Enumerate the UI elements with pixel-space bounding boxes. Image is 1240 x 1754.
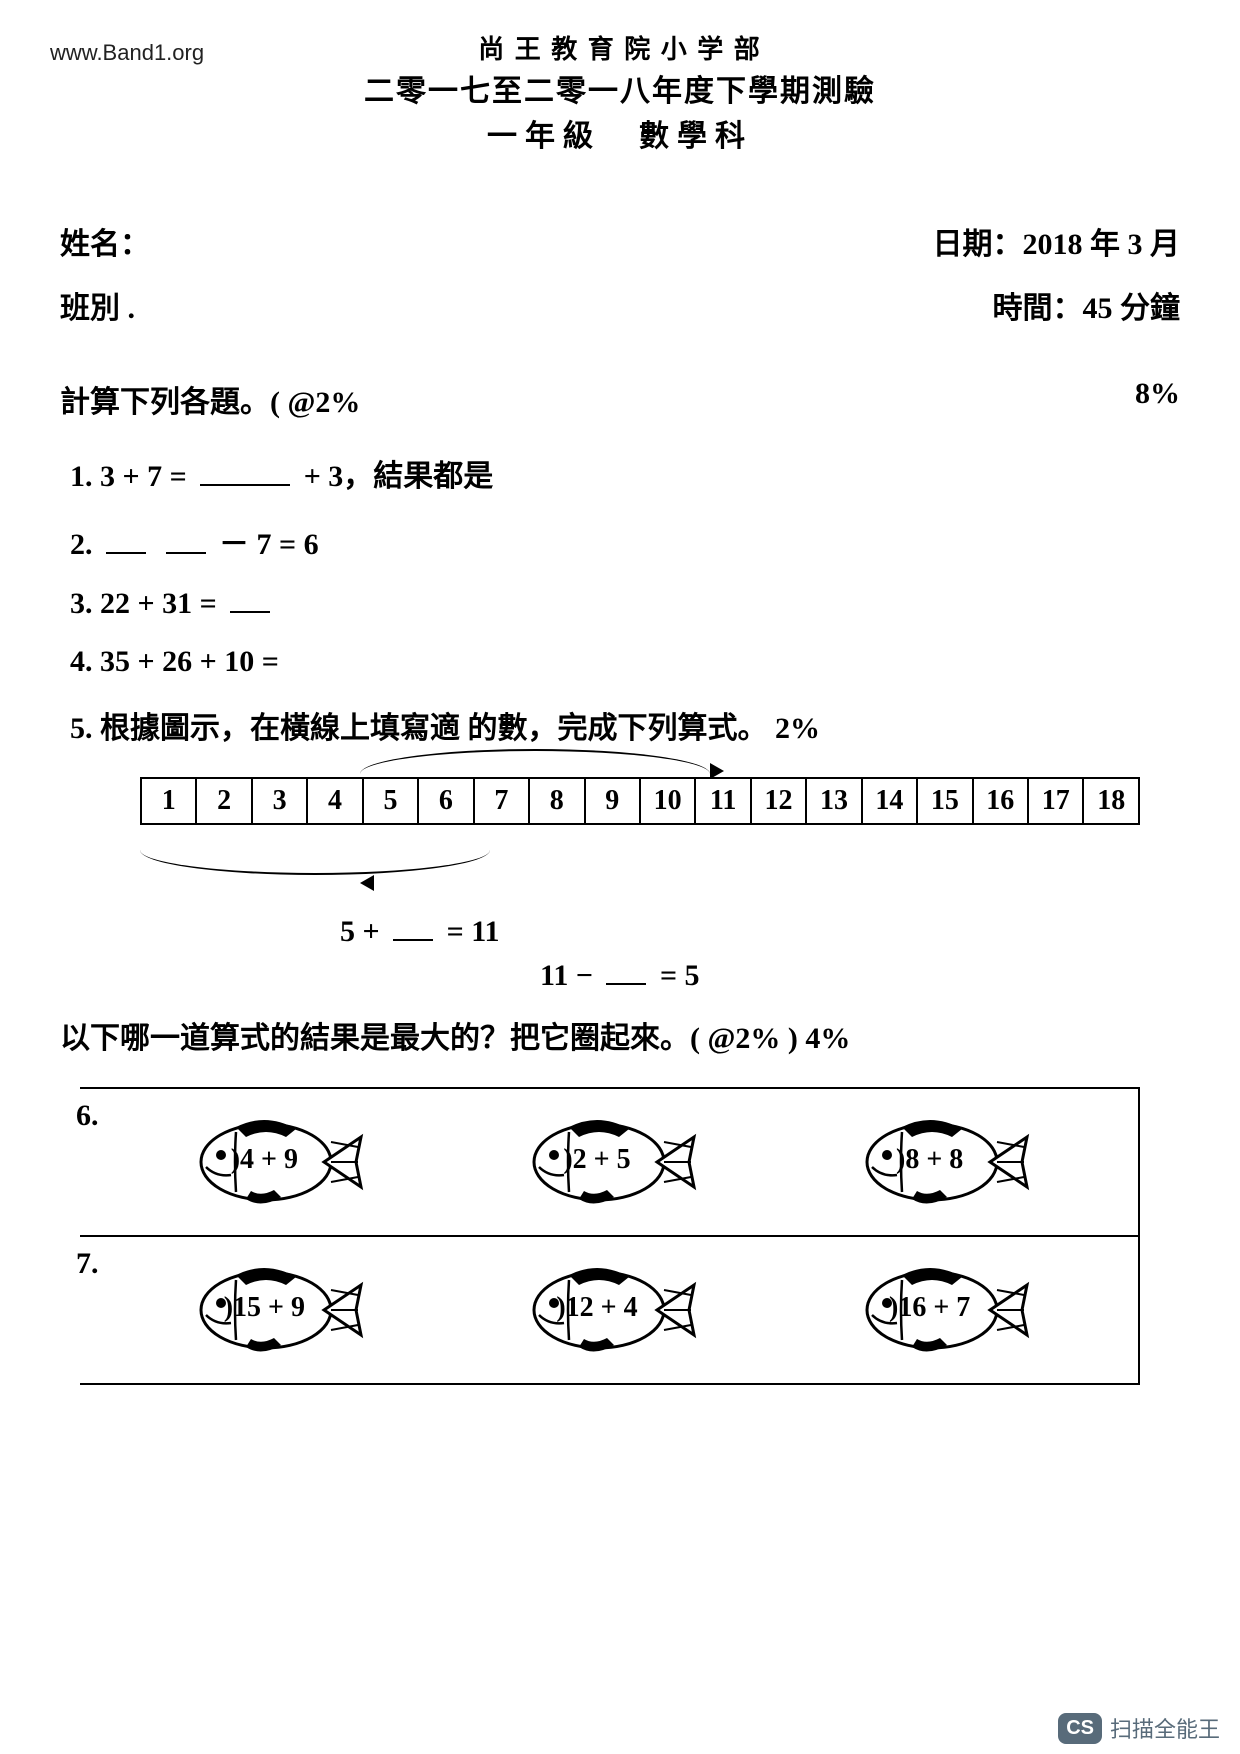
q2-a: － 7 = 6: [219, 528, 319, 561]
fish-item: )2 + 5: [509, 1107, 709, 1217]
number-line: 123456789101112131415161718: [140, 777, 1140, 875]
q4-num: 4.: [70, 645, 93, 678]
q5-equation-2: 11 − = 5: [540, 959, 1180, 993]
number-line-cell: 3: [252, 778, 307, 824]
q3-blank: [230, 589, 270, 613]
section-2-heading: 以下哪一道算式的結果是最大的？把它圈起來。( @2% ) 4%: [60, 1013, 1180, 1057]
q5-eq2-blank: [606, 961, 646, 985]
fish-item: )16 + 7: [842, 1255, 1042, 1365]
grade-subject: 一年級 數學科: [60, 114, 1180, 159]
arrow-bottom-icon: [360, 875, 374, 891]
q1-a: 3 + 7 =: [100, 460, 187, 493]
number-line-cell: 1: [141, 778, 196, 824]
question-4: 4. 35 + 26 + 10 =: [70, 645, 1180, 679]
section-1-title: 計算下列各題。( @2%: [60, 377, 360, 421]
section-1-heading: 計算下列各題。( @2% 8%: [60, 377, 1180, 421]
fish-label: )2 + 5: [563, 1144, 630, 1176]
page-header: 尚 王 教 育 院 小 学 部 二零一七至二零一八年度下學期測驗 一年級 數學科: [60, 30, 1180, 159]
number-line-cell: 14: [862, 778, 917, 824]
number-line-cell: 15: [917, 778, 972, 824]
scanner-label: 扫描全能王: [1110, 1712, 1220, 1744]
q5-eq1b: = 11: [447, 915, 500, 948]
q5-equation-1: 5 + = 11: [340, 915, 1180, 949]
q5-eq1-blank: [393, 917, 433, 941]
fish-label: )8 + 8: [896, 1144, 963, 1176]
q3-a: 22 + 31 =: [100, 587, 217, 620]
q5-num: 5.: [70, 712, 93, 745]
q5-text: 根據圖示，在橫線上填寫適 的數，完成下列算式。: [100, 712, 768, 745]
number-line-cell: 13: [806, 778, 861, 824]
section-2-title: 以下哪一道算式的結果是最大的？把它圈起來。( @2% ) 4%: [60, 1013, 850, 1057]
q2-num: 2.: [70, 528, 93, 561]
fish-item: )8 + 8: [842, 1107, 1042, 1217]
school-name: 尚 王 教 育 院 小 学 部: [60, 30, 1180, 69]
class-label: 班別 .: [60, 283, 135, 327]
number-line-cell: 2: [196, 778, 251, 824]
time-label: 時間：45 分鐘: [993, 283, 1181, 327]
fish-label: )4 + 9: [231, 1144, 298, 1176]
section-1-pct: 8%: [1135, 377, 1180, 421]
q1-num: 1.: [70, 460, 93, 493]
number-line-cell: 4: [307, 778, 362, 824]
q2-blank2: [166, 530, 206, 554]
question-3: 3. 22 + 31 =: [70, 587, 1180, 621]
scanner-badge: CS 扫描全能王: [1058, 1712, 1220, 1744]
q5-eq1a: 5 +: [340, 915, 380, 948]
number-line-cell: 12: [751, 778, 806, 824]
q5-pct: 2%: [775, 712, 820, 745]
fish-label: )16 + 7: [889, 1292, 970, 1324]
q2-blank1: [106, 530, 146, 554]
number-line-cell: 11: [695, 778, 750, 824]
academic-year: 二零一七至二零一八年度下學期測驗: [60, 69, 1180, 114]
q5-eq2b: = 5: [660, 959, 700, 992]
fish-item: )4 + 9: [176, 1107, 376, 1217]
watermark: www.Band1.org: [50, 40, 204, 66]
info-row-2: 班別 . 時間：45 分鐘: [60, 283, 1180, 327]
fish-group-6: )4 + 9 )2 + 5 )8 + 8: [110, 1107, 1108, 1217]
fish-row-7: 7. )15 + 9)12 + 4)16 + 7: [80, 1235, 1138, 1383]
q6-num: 6.: [70, 1099, 105, 1133]
number-line-cell: 17: [1028, 778, 1083, 824]
arc-bottom: [140, 825, 490, 875]
q1-b: + 3，結果都是: [304, 460, 494, 493]
question-5: 5. 根據圖示，在橫線上填寫適 的數，完成下列算式。 2%: [70, 703, 1180, 747]
fish-label: )15 + 9: [224, 1292, 305, 1324]
fish-row-6: 6. )4 + 9)2 + 5)8 + 8: [80, 1089, 1138, 1235]
fish-item: )15 + 9: [176, 1255, 376, 1365]
number-line-cell: 18: [1083, 778, 1139, 824]
info-row-1: 姓名： 日期：2018 年 3 月: [60, 219, 1180, 263]
q4-a: 35 + 26 + 10 =: [100, 645, 279, 678]
question-2: 2. － 7 = 6: [70, 519, 1180, 563]
fish-section: 6. )4 + 9)2 + 5)8 + 8 7. )15 + 9)12 + 4)…: [80, 1087, 1140, 1385]
fish-item: )12 + 4: [509, 1255, 709, 1365]
number-line-cell: 16: [973, 778, 1028, 824]
fish-label: )12 + 4: [556, 1292, 637, 1324]
arrow-top-icon: [710, 763, 724, 779]
fish-group-7: )15 + 9 )12 + 4 )16 + 7: [110, 1255, 1108, 1365]
arc-top: [360, 749, 710, 799]
q3-num: 3.: [70, 587, 93, 620]
cs-icon: CS: [1058, 1713, 1102, 1744]
date-label: 日期：2018 年 3 月: [933, 219, 1181, 263]
question-1: 1. 3 + 7 = + 3，結果都是: [70, 451, 1180, 495]
q5-eq2a: 11 −: [540, 959, 593, 992]
q7-num: 7.: [70, 1247, 105, 1281]
name-label: 姓名：: [60, 219, 150, 263]
q1-blank: [200, 462, 290, 486]
